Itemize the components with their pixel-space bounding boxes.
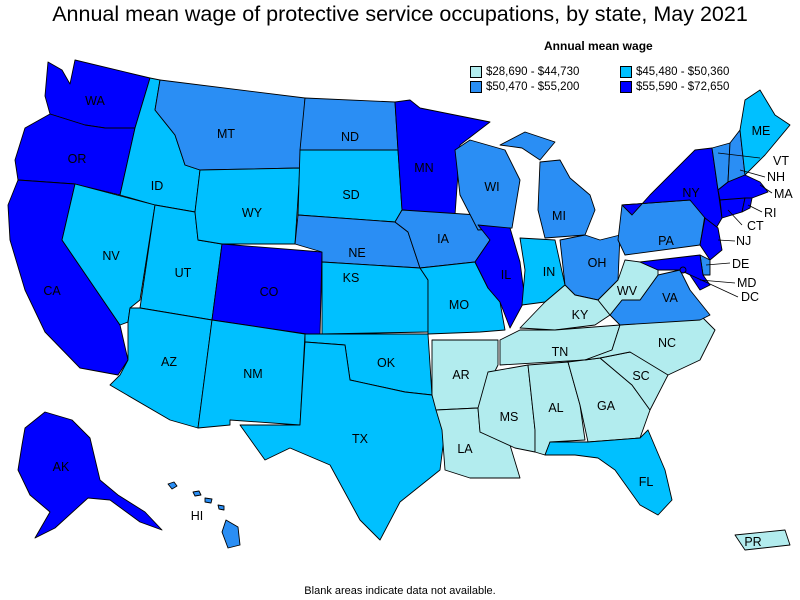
state-mn (394, 99, 491, 216)
state-label: NE (348, 246, 365, 260)
state-sd (297, 149, 403, 223)
legend-swatch (470, 66, 482, 78)
legend-swatch (620, 81, 632, 93)
label-leader-line (699, 279, 736, 284)
state-ak (17, 411, 163, 539)
state-label: VT (773, 154, 789, 168)
state-nj (699, 217, 723, 261)
state-label: MA (774, 187, 793, 201)
label-leader-line (739, 169, 766, 178)
state-label: OK (377, 356, 396, 370)
state-label: OH (588, 256, 607, 270)
state-dc (679, 266, 687, 274)
state-label: DE (732, 257, 749, 271)
state-label: NH (767, 170, 785, 184)
label-leader-line (717, 239, 736, 242)
state-label: CA (43, 284, 61, 298)
state-label: MT (217, 127, 235, 141)
state-label: MO (449, 298, 469, 312)
state-label: VA (662, 291, 678, 305)
state-label: LA (457, 442, 473, 456)
state-ks (321, 261, 429, 335)
state-mi (499, 131, 596, 239)
state-hi (167, 481, 241, 549)
state-fl (544, 429, 673, 516)
state-label: NY (682, 186, 700, 200)
state-label: AK (53, 460, 70, 474)
state-label: AL (548, 401, 563, 415)
state-me (739, 89, 791, 176)
state-label: MI (552, 209, 566, 223)
label-leader-line (717, 152, 761, 159)
state-il (474, 224, 526, 329)
legend-item: $45,480 - $50,360 (620, 65, 729, 79)
state-label: NC (658, 336, 676, 350)
state-label: AZ (161, 355, 177, 369)
legend-item: $55,590 - $72,650 (620, 80, 729, 94)
legend-item: $28,690 - $44,730 (470, 65, 579, 79)
state-wi (454, 139, 521, 231)
state-label: PA (658, 234, 674, 248)
map-title: Annual mean wage of protective service o… (52, 2, 748, 26)
state-label: IN (543, 265, 556, 279)
state-label: CO (260, 285, 279, 299)
state-label: KS (343, 271, 360, 285)
state-label: IA (437, 232, 449, 246)
legend-label: $28,690 - $44,730 (486, 66, 580, 78)
state-ri (741, 197, 753, 213)
state-label: WI (484, 180, 499, 194)
legend-label: $45,480 - $50,360 (636, 66, 730, 78)
state-label: WY (242, 206, 263, 220)
state-label: IL (501, 268, 511, 282)
legend-item: $50,470 - $55,200 (470, 80, 579, 94)
label-leader-line (727, 209, 743, 226)
state-label: UT (175, 266, 192, 280)
footnote: Blank areas indicate data not available. (304, 585, 496, 597)
state-label: WV (617, 284, 638, 298)
state-label: MD (737, 276, 756, 290)
state-label: SD (342, 188, 359, 202)
state-label: ID (151, 179, 164, 193)
state-label: PR (744, 535, 761, 549)
state-label: NM (243, 367, 262, 381)
state-label: TN (552, 345, 569, 359)
state-pr (734, 529, 791, 551)
state-label: MN (414, 161, 433, 175)
state-label: ND (341, 130, 359, 144)
state-label: SC (632, 369, 649, 383)
state-tx (239, 341, 446, 541)
state-label: WA (85, 94, 105, 108)
legend-swatch (620, 66, 632, 78)
state-label: NJ (736, 234, 751, 248)
state-label: OR (68, 152, 87, 166)
label-leader-line (747, 204, 763, 213)
state-md (639, 254, 711, 291)
state-label: GA (597, 399, 616, 413)
label-leader-line (705, 262, 731, 266)
state-label: ME (752, 124, 771, 138)
legend-swatch (470, 81, 482, 93)
state-label: TX (352, 432, 369, 446)
state-label: RI (764, 206, 777, 220)
state-label: KY (572, 308, 589, 322)
state-label: HI (191, 509, 204, 523)
state-label: DC (741, 290, 759, 304)
legend-title: Annual mean wage (544, 39, 653, 53)
state-label: CT (747, 219, 764, 233)
state-label: NV (102, 249, 120, 263)
state-label: MS (500, 410, 519, 424)
state-wv (597, 259, 659, 316)
label-leader-line (759, 184, 773, 194)
legend-label: $55,590 - $72,650 (636, 81, 730, 93)
legend-label: $50,470 - $55,200 (486, 81, 580, 93)
state-label: FL (639, 475, 654, 489)
state-label: AR (452, 368, 469, 382)
label-leader-line (683, 271, 739, 298)
